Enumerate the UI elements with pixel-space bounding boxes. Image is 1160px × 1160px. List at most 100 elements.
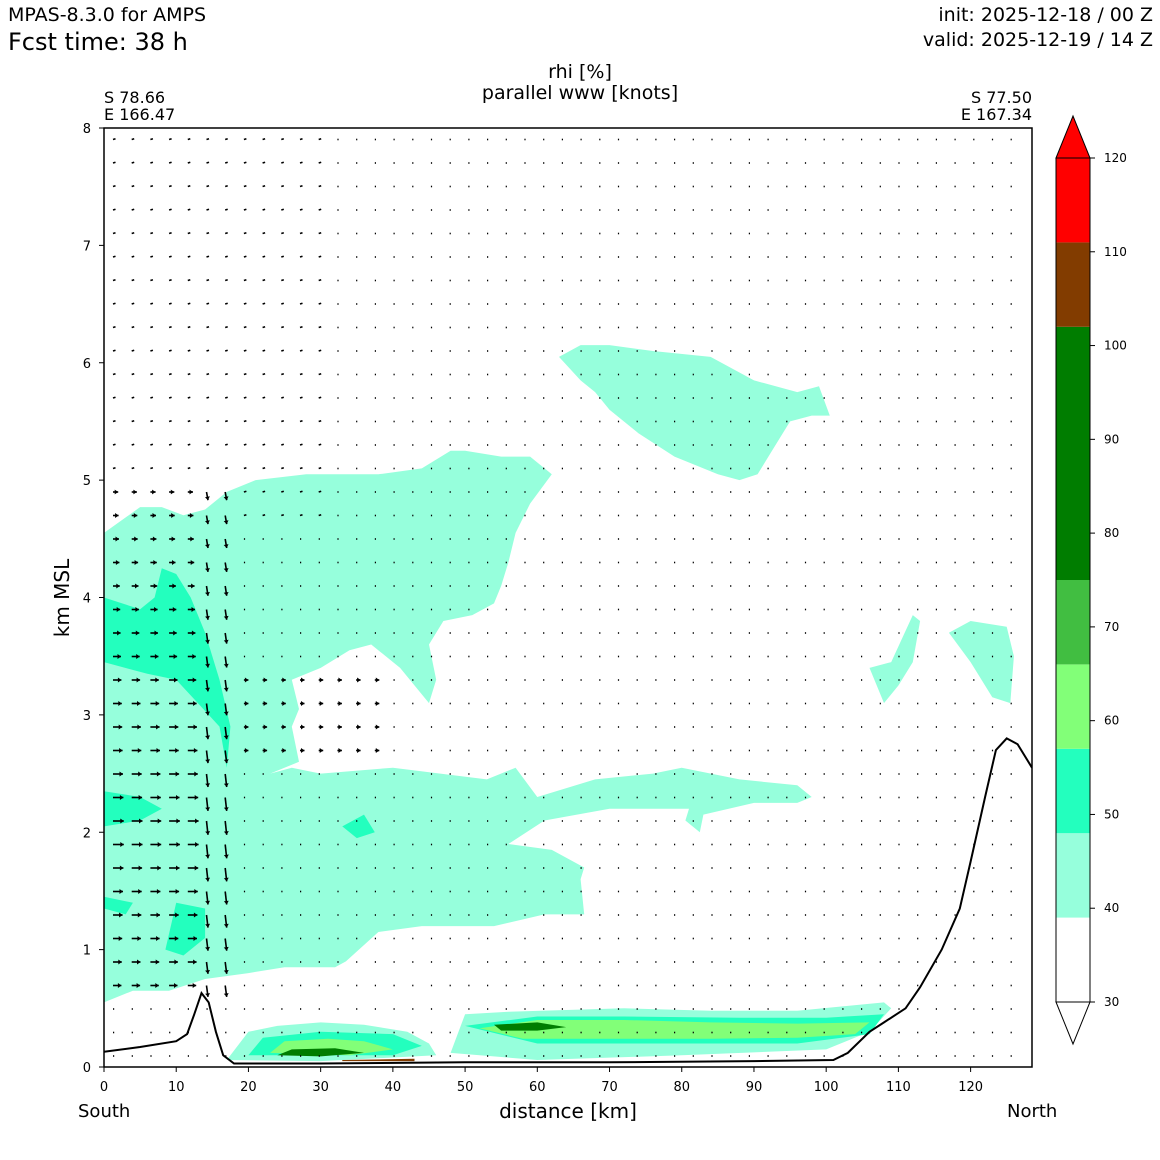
wind-vector xyxy=(131,372,135,376)
wind-vector-head xyxy=(193,912,198,918)
wind-vector xyxy=(299,161,303,164)
wind-vector-head xyxy=(205,711,210,716)
wind-vector-head xyxy=(223,711,229,716)
wind-vector xyxy=(243,466,247,470)
wind-vector-head xyxy=(157,795,161,800)
wind-vector xyxy=(168,349,172,352)
wind-vector xyxy=(112,231,116,235)
wind-vector xyxy=(262,184,266,188)
wind-vector xyxy=(318,419,322,423)
wind-vector xyxy=(318,349,322,352)
wind-vector xyxy=(168,419,172,423)
wind-vector-head xyxy=(115,513,119,518)
rh-region-80-16 xyxy=(277,1048,364,1057)
y-tick-label: 8 xyxy=(83,122,91,137)
wind-vector xyxy=(224,255,228,258)
wind-vector-head xyxy=(338,701,342,706)
colorbar-segment xyxy=(1056,158,1090,243)
wind-vector xyxy=(224,419,228,423)
wind-vector-head xyxy=(223,615,229,620)
wind-vector-head xyxy=(172,583,176,589)
rh-contours xyxy=(104,345,1014,1062)
wind-vector-head xyxy=(154,630,158,636)
wind-vector xyxy=(187,208,191,211)
wind-vector-head xyxy=(205,946,210,951)
wind-vector-head xyxy=(205,687,210,692)
wind-vector-head xyxy=(137,959,141,965)
wind-vector-head xyxy=(133,513,138,518)
wind-vector xyxy=(112,419,116,423)
wind-vector xyxy=(187,278,191,282)
wind-vector xyxy=(318,325,322,329)
colorbar-segment xyxy=(1056,580,1090,665)
wind-vector xyxy=(112,372,116,376)
wind-vector-head xyxy=(137,912,142,918)
wind-vector xyxy=(150,231,154,235)
wind-vector xyxy=(224,208,228,211)
wind-vector xyxy=(206,137,210,141)
wind-vector xyxy=(206,278,210,282)
wind-vector xyxy=(281,184,285,188)
wind-vector xyxy=(281,278,285,282)
wind-vector-head xyxy=(205,639,210,644)
wind-vector-head xyxy=(156,912,160,918)
wind-vector-head xyxy=(195,818,199,824)
wind-vector-head xyxy=(134,560,139,565)
wind-vector-head xyxy=(223,568,229,572)
wind-vector-head xyxy=(301,677,305,683)
wind-vector xyxy=(131,466,135,470)
wind-vector-head xyxy=(223,520,229,525)
wind-vector-head xyxy=(119,771,123,777)
wind-vector-head xyxy=(338,748,342,753)
wind-vector-head xyxy=(191,607,195,612)
wind-vector-head xyxy=(189,513,194,518)
wind-vector xyxy=(243,184,247,188)
wind-vector xyxy=(299,184,303,188)
wind-vector-head xyxy=(357,677,361,683)
wind-vector xyxy=(206,325,210,329)
wind-vector xyxy=(243,278,247,282)
colorbar-tick-label: 50 xyxy=(1104,807,1119,821)
wind-vector-head xyxy=(152,536,157,542)
wind-vector-head xyxy=(176,865,180,871)
wind-vector-head xyxy=(153,560,157,565)
wind-vector xyxy=(281,349,285,352)
wind-vector-head xyxy=(193,936,197,941)
colorbar-frame xyxy=(1055,157,1091,1003)
wind-vector-head xyxy=(375,677,380,683)
wind-vector-head xyxy=(223,592,229,596)
wind-vector-head xyxy=(171,513,175,518)
wind-vector-head xyxy=(282,701,286,706)
wind-vector-head xyxy=(136,677,141,683)
rh-region-40-0 xyxy=(104,450,812,1003)
wind-vector xyxy=(168,255,172,258)
wind-vector xyxy=(318,302,322,305)
wind-vector xyxy=(243,325,247,329)
x-tick-label: 90 xyxy=(746,1080,763,1095)
wind-vector-head xyxy=(117,654,121,659)
wind-vector xyxy=(262,325,266,329)
wind-vector-head xyxy=(223,735,229,740)
y-tick-label: 6 xyxy=(83,357,91,372)
chart-title: rhi [%] xyxy=(548,61,612,83)
wind-vector-head xyxy=(118,959,122,965)
wind-vector-head xyxy=(139,818,143,824)
wind-vector xyxy=(224,231,228,235)
wind-vector-head xyxy=(120,842,124,847)
wind-vector xyxy=(262,137,266,141)
wind-vector xyxy=(224,349,228,352)
wind-vector-head xyxy=(193,724,197,730)
wind-vector-head xyxy=(153,583,158,589)
wind-vector-head xyxy=(120,818,124,824)
wind-vector-head xyxy=(156,724,160,730)
colorbar: 30 40 50 60 70 80 90 100 110 120 xyxy=(1055,114,1127,1046)
wind-vector-head xyxy=(193,959,197,965)
wind-vector xyxy=(243,419,247,423)
wind-vector-head xyxy=(136,983,141,988)
wind-vector xyxy=(224,137,228,141)
wind-vector-head xyxy=(193,748,198,753)
wind-vector xyxy=(150,349,154,352)
x-tick-label: 0 xyxy=(100,1080,108,1095)
colorbar-segment xyxy=(1056,242,1090,327)
wind-vector-head xyxy=(116,583,120,589)
